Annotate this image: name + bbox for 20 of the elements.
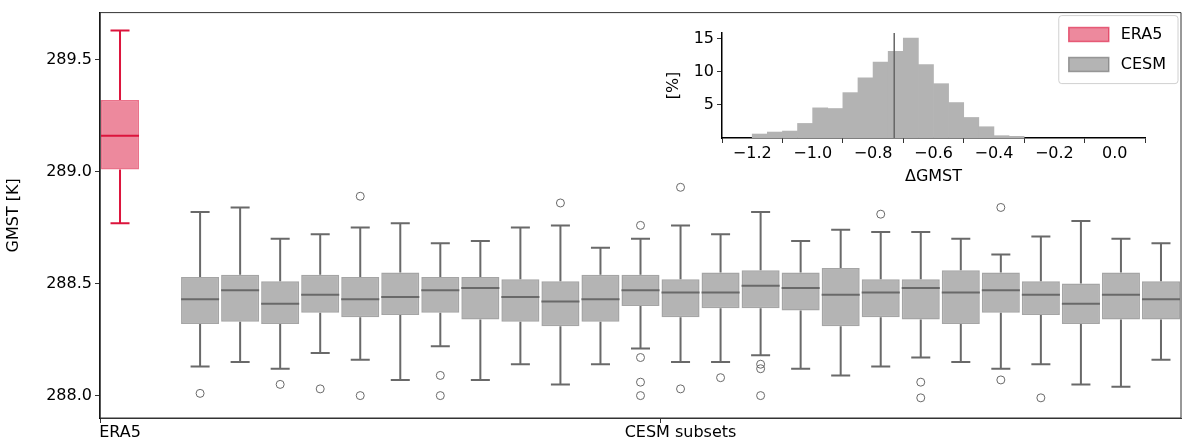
- y-tick-label: 289.5: [46, 48, 92, 68]
- x-tick-label: −0.2: [1034, 142, 1074, 162]
- x-tick-label: −0.4: [974, 142, 1014, 162]
- y-tick-label: 289.0: [46, 160, 92, 180]
- legend-label: CESM: [1120, 53, 1167, 73]
- legend-label: ERA5: [1120, 23, 1163, 43]
- y-tick-label: 15: [693, 27, 714, 47]
- x-tick-label: −0.6: [914, 142, 953, 162]
- y-axis-title: [%]: [662, 71, 682, 100]
- x-tick-label: 0.0: [1102, 142, 1128, 162]
- x-tick-label: −0.8: [853, 142, 893, 162]
- x-axis-title: ΔGMST: [904, 165, 963, 185]
- y-tick-label: 288.0: [46, 384, 92, 404]
- y-axis-title: GMST [K]: [2, 178, 22, 253]
- x-tick-label: CESM subsets: [624, 421, 737, 441]
- y-tick-label: 5: [703, 94, 714, 114]
- x-tick-label: −1.2: [732, 142, 772, 162]
- x-tick-label: −1.0: [793, 142, 833, 162]
- y-tick-label: 288.5: [46, 272, 92, 292]
- y-tick-label: 10: [693, 60, 714, 80]
